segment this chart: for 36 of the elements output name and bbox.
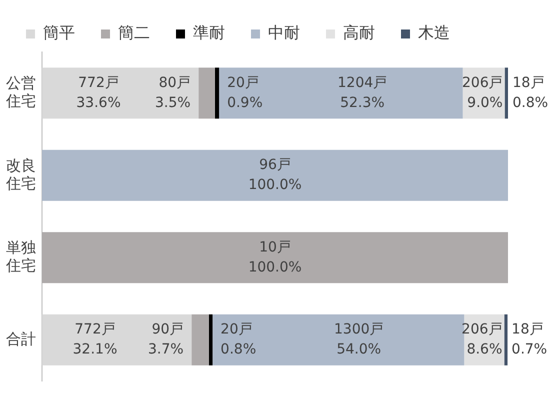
bar xyxy=(42,232,508,284)
data-label: 18戸 0.8% xyxy=(512,74,548,111)
data-label: 1204戸 52.3% xyxy=(338,74,388,111)
bar xyxy=(42,68,199,119)
y-tick-label: 改良住宅 xyxy=(5,156,36,192)
y-tick-label: 公営住宅 xyxy=(5,74,36,110)
data-label: 1300戸 54.0% xyxy=(334,322,384,358)
legend-label: 中耐 xyxy=(268,23,300,42)
data-label: 20戸 0.9% xyxy=(227,74,263,111)
y-tick-label: 合計 xyxy=(6,330,36,348)
legend-label: 木造 xyxy=(418,23,450,42)
legend-label: 簡平 xyxy=(43,23,75,42)
data-label: 206戸 9.0% xyxy=(462,74,503,111)
bar xyxy=(192,314,209,366)
data-label: 90戸 3.7% xyxy=(148,322,184,358)
data-label: 10戸 100.0% xyxy=(248,239,302,276)
legend-label: 準耐 xyxy=(193,23,225,42)
bar xyxy=(198,68,215,119)
data-label: 18戸 0.7% xyxy=(512,322,548,358)
bar xyxy=(212,314,464,366)
data-label: 206戸 8.6% xyxy=(462,322,502,358)
bar xyxy=(504,68,508,119)
data-label: 772戸 33.6% xyxy=(76,74,121,111)
bar xyxy=(208,314,213,366)
bar xyxy=(42,150,508,201)
data-label: 772戸 32.1% xyxy=(72,322,118,358)
bar xyxy=(504,314,508,366)
data-label: 80戸 3.5% xyxy=(155,74,191,111)
bar xyxy=(219,68,463,119)
data-label: 96戸 100.0% xyxy=(248,157,302,194)
bar xyxy=(214,68,220,119)
y-tick-label: 単独住宅 xyxy=(5,238,36,275)
legend-label: 簡二 xyxy=(118,23,150,42)
bar xyxy=(42,314,192,366)
legend-label: 高耐 xyxy=(343,23,375,42)
data-label: 20戸 0.8% xyxy=(220,322,256,358)
